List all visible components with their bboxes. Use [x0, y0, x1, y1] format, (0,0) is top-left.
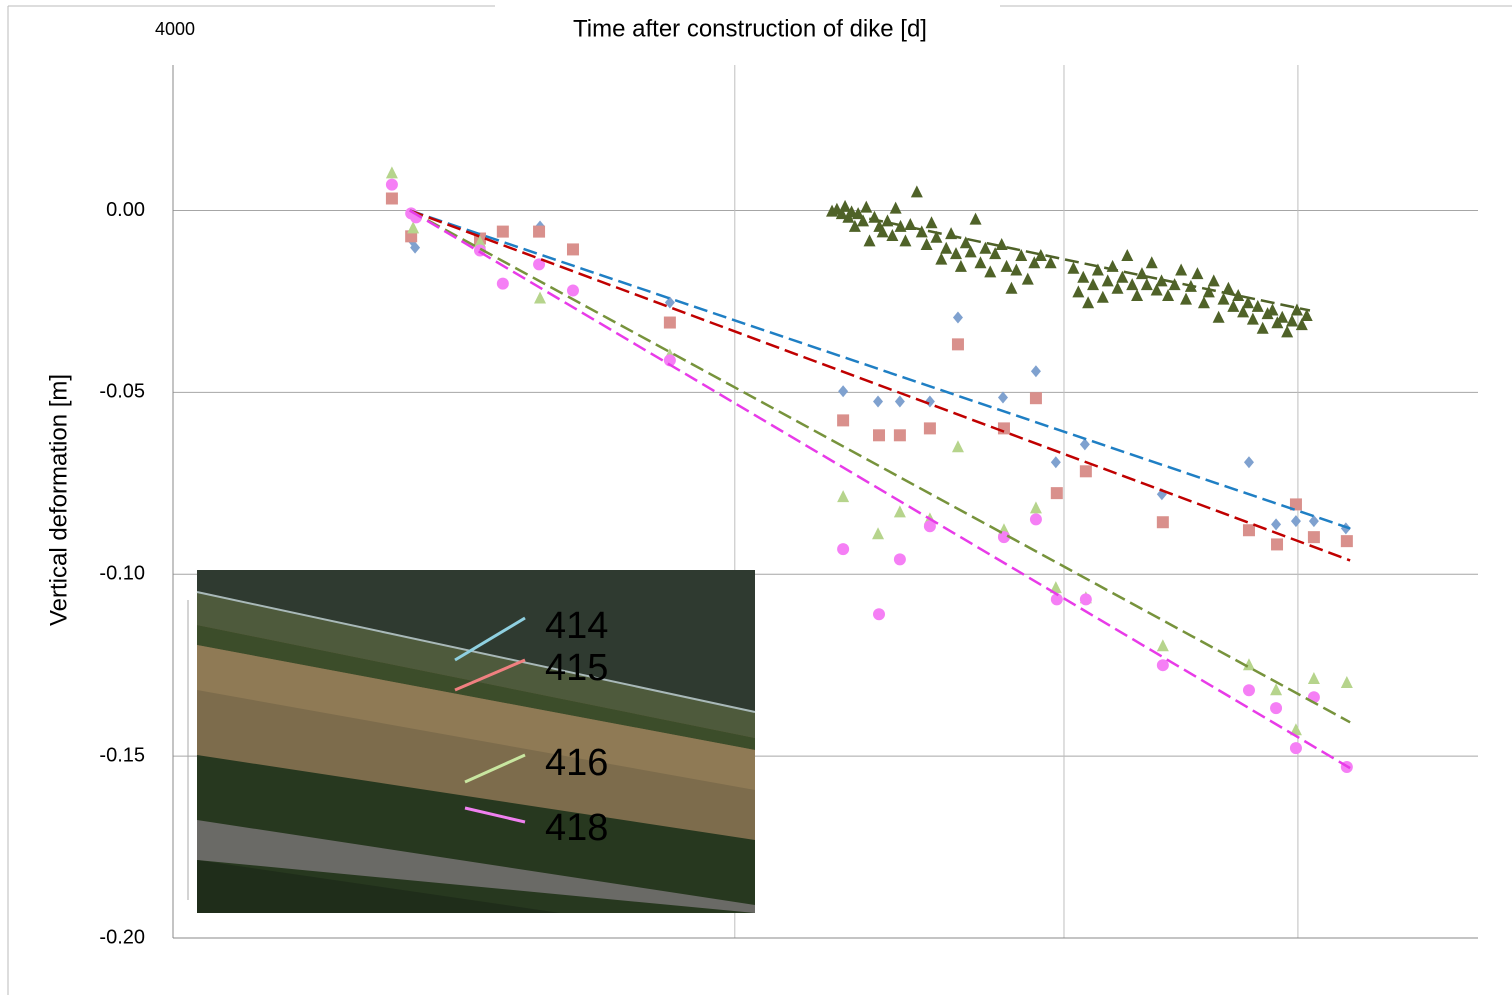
y-tick-label: -0.20 — [99, 926, 145, 948]
data-point — [1030, 392, 1042, 404]
inset-label: 415 — [545, 647, 608, 689]
data-point — [1290, 742, 1302, 754]
data-point — [1308, 531, 1320, 543]
data-point — [1243, 684, 1255, 696]
data-point — [1270, 702, 1282, 714]
y-tick-label: -0.15 — [99, 744, 145, 766]
y-tick-label: -0.05 — [99, 381, 145, 403]
annotation: 4000 — [155, 19, 195, 39]
data-point — [386, 192, 398, 204]
inset-label: 416 — [545, 742, 608, 784]
data-point — [386, 179, 398, 191]
data-point — [1157, 516, 1169, 528]
data-point — [497, 278, 509, 290]
x-axis-title: Time after construction of dike [d] — [573, 15, 927, 42]
data-point — [664, 317, 676, 329]
y-tick-label: 0.00 — [106, 199, 145, 221]
data-point — [1243, 524, 1255, 536]
data-point — [567, 285, 579, 297]
data-point — [567, 243, 579, 255]
data-point — [924, 422, 936, 434]
data-point — [1080, 465, 1092, 477]
data-point — [894, 553, 906, 565]
data-point — [873, 608, 885, 620]
data-point — [1341, 535, 1353, 547]
data-point — [1051, 487, 1063, 499]
data-point — [894, 429, 906, 441]
y-tick-label: -0.10 — [99, 563, 145, 585]
data-point — [837, 414, 849, 426]
y-axis-title: Vertical deformation [m] — [45, 374, 72, 626]
inset-photo: 414 415 416 418 — [188, 570, 755, 913]
chart: Time after construction of dike [d] 4000… — [0, 0, 1512, 995]
inset-label: 414 — [545, 605, 608, 647]
data-point — [1030, 513, 1042, 525]
data-point — [497, 226, 509, 238]
data-point — [952, 338, 964, 350]
data-point — [1271, 538, 1283, 550]
data-point — [1080, 593, 1092, 605]
data-point — [998, 422, 1010, 434]
data-point — [533, 226, 545, 238]
data-point — [873, 429, 885, 441]
data-point — [837, 543, 849, 555]
inset-label: 418 — [545, 807, 608, 849]
